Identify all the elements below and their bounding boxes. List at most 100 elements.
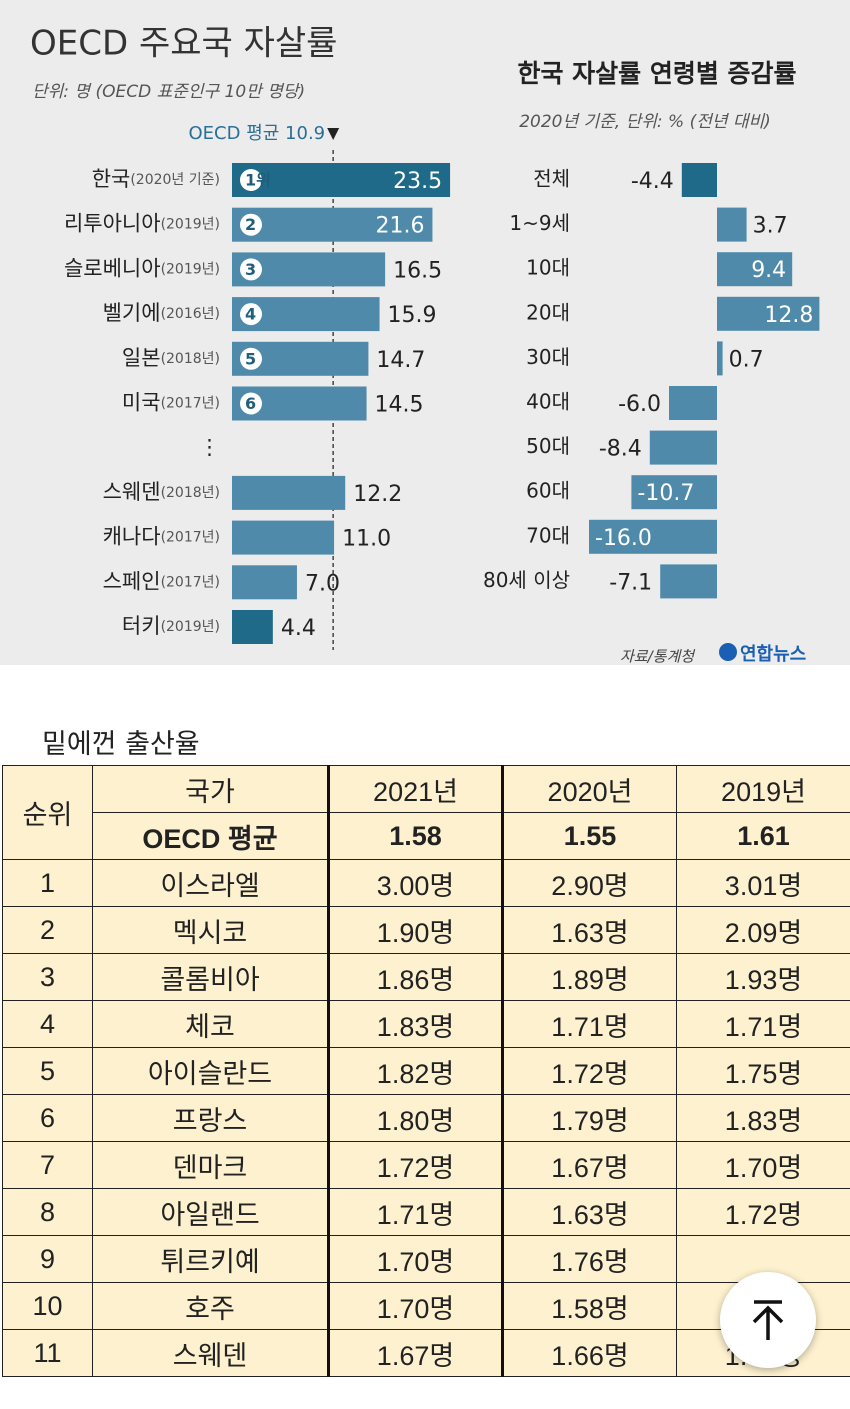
table-row: 3 콜롬비아 1.86명 1.89명 1.93명 xyxy=(2,953,850,1001)
table-cell: 아이슬란드 xyxy=(92,1047,329,1095)
table-cell: 2021년 xyxy=(327,765,504,813)
table-cell: 1.80명 xyxy=(327,1094,504,1142)
table-cell: 2020년 xyxy=(502,765,677,813)
value-label: -8.4 xyxy=(599,437,642,462)
table-cell: 튀르키예 xyxy=(92,1235,329,1283)
table-cell: 1.72명 xyxy=(502,1047,677,1095)
table-cell: OECD 평균 xyxy=(92,812,329,860)
table: 순위 국가 2021년 2020년 2019년 OECD 평균 1.58 1.55 1.61 1 이… xyxy=(2,765,850,1377)
table-cell: 1.63명 xyxy=(502,906,677,954)
table-cell: 체코 xyxy=(92,1000,329,1048)
table-row: 5 아이슬란드 1.82명 1.72명 1.75명 xyxy=(2,1047,850,1095)
category-name: 벨기에 xyxy=(103,301,161,325)
arrow-icon xyxy=(752,1300,784,1340)
table-cell: 3.01명 xyxy=(676,859,850,907)
table-row: 7 덴마크 1.72명 1.67명 1.70명 xyxy=(2,1141,850,1189)
bar xyxy=(681,163,717,197)
logo: 연합뉴스 xyxy=(740,643,806,665)
reference-label: OECD 평균 10.9 xyxy=(189,123,326,144)
bar xyxy=(232,207,433,242)
table-row: 1 이스라엘 3.00명 2.90명 3.01명 xyxy=(2,859,850,907)
table-cell: 스웨덴 xyxy=(92,1329,329,1377)
category-label: 50대 xyxy=(526,434,570,458)
value-label: 11.0 xyxy=(342,527,391,552)
category-note: (2016년) xyxy=(161,306,220,322)
category-label: ⋮ xyxy=(199,435,220,459)
logo-mark xyxy=(719,643,737,661)
chart-title: OECD 주요국 자살률 xyxy=(30,24,337,64)
infographic: OECD 주요국 자살률 단위: 명 (OECD 표준인구 10만 명당) 한국… xyxy=(0,0,850,665)
bar xyxy=(232,610,273,644)
category-name: 한국 xyxy=(92,167,131,191)
source: 자료/통계청 xyxy=(620,648,696,666)
table-cell: 1.71명 xyxy=(676,1000,850,1048)
value-label: -16.0 xyxy=(595,526,652,551)
value-label: 9.4 xyxy=(751,258,786,283)
value-label: 12.8 xyxy=(764,303,813,328)
rank-badge xyxy=(240,303,262,326)
rank-label: 4 xyxy=(245,305,256,324)
category-label: 30대 xyxy=(526,345,570,369)
value-label: 14.7 xyxy=(376,348,425,373)
category-note: (2017년) xyxy=(161,396,220,412)
table-cell: 1.58명 xyxy=(502,1282,677,1330)
bar xyxy=(717,207,747,242)
table-cell: 1.63명 xyxy=(502,1188,677,1236)
table-cell: 1.83명 xyxy=(676,1094,850,1142)
category-label: 일본(2018년) xyxy=(122,346,220,370)
value-label: 3.7 xyxy=(753,214,788,239)
value-label: 7.0 xyxy=(305,571,340,596)
category-note: (2017년) xyxy=(161,530,220,546)
table-cell: 1.72명 xyxy=(676,1188,850,1236)
category-label: 1~9세 xyxy=(509,211,570,235)
value-label: -7.1 xyxy=(609,570,652,595)
bar xyxy=(660,564,717,599)
bar xyxy=(232,520,335,555)
table-cell: 1.72명 xyxy=(327,1141,504,1189)
category-name: 스페인 xyxy=(103,569,161,593)
table-cell: 아일랜드 xyxy=(92,1188,329,1236)
category-name: 리투아니아 xyxy=(64,212,161,236)
category-note: (2019년) xyxy=(161,619,220,635)
category-label: 미국(2017년) xyxy=(122,391,220,415)
table-cell: 1.89명 xyxy=(502,953,677,1001)
table-cell: 1.70명 xyxy=(676,1141,850,1189)
table-cell: 1 xyxy=(2,859,93,907)
rank-badge xyxy=(240,347,262,370)
value-label: 12.2 xyxy=(353,482,402,507)
table-row: 2 멕시코 1.90명 1.63명 2.09명 xyxy=(2,906,850,954)
table-cell: 덴마크 xyxy=(92,1141,329,1189)
table-body: 순위 국가 2021년 2020년 2019년 OECD 평균 1.58 1.55 1.61 1 이… xyxy=(2,765,850,1377)
value-label: -10.7 xyxy=(637,481,694,506)
table-cell: 2 xyxy=(2,906,93,954)
value-label: -4.4 xyxy=(631,169,674,194)
rank-badge xyxy=(240,392,262,415)
table-cell: 1.93명 xyxy=(676,953,850,1001)
rank-badge xyxy=(240,169,262,191)
table-cell: 국가 xyxy=(92,765,329,813)
category-label: 전체 xyxy=(533,167,570,191)
bar xyxy=(232,475,346,510)
table-cell: 순위 xyxy=(2,765,93,860)
table-cell: 1.71명 xyxy=(327,1188,504,1236)
table-cell: 1.66명 xyxy=(502,1329,677,1377)
bar xyxy=(669,386,717,420)
category-label: 터키(2019년) xyxy=(122,614,220,638)
table-cell: 호주 xyxy=(92,1282,329,1330)
value-label: 21.6 xyxy=(375,214,424,239)
table-cell: 1.70명 xyxy=(327,1235,504,1283)
table-cell: 6 xyxy=(2,1094,93,1142)
table-cell: 1.75명 xyxy=(676,1047,850,1095)
table-row: OECD 평균 1.58 1.55 1.61 xyxy=(3,812,850,860)
chart-subtitle: 2020년 기준, 단위: % (전년 대비) xyxy=(519,112,771,132)
table-row: 8 아일랜드 1.71명 1.63명 1.72명 xyxy=(2,1188,850,1236)
value-label: 15.9 xyxy=(388,303,437,328)
table-cell: 1.71명 xyxy=(502,1000,677,1048)
rank-label: 1위 xyxy=(245,171,271,190)
table-cell: 1.55 xyxy=(502,812,677,860)
value-label: 14.5 xyxy=(375,393,424,418)
table-cell: 1.86명 xyxy=(327,953,504,1001)
rank-label: 5 xyxy=(245,349,256,368)
scroll-top-button[interactable] xyxy=(720,1272,816,1368)
